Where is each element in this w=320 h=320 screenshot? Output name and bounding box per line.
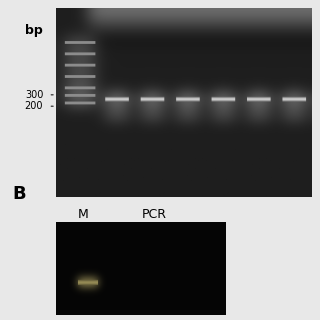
Text: B: B [13, 185, 27, 203]
Text: 300: 300 [25, 90, 43, 100]
Text: M: M [78, 208, 89, 221]
Text: PCR: PCR [142, 208, 167, 221]
Text: 200: 200 [25, 101, 43, 111]
Text: bp: bp [26, 24, 43, 37]
